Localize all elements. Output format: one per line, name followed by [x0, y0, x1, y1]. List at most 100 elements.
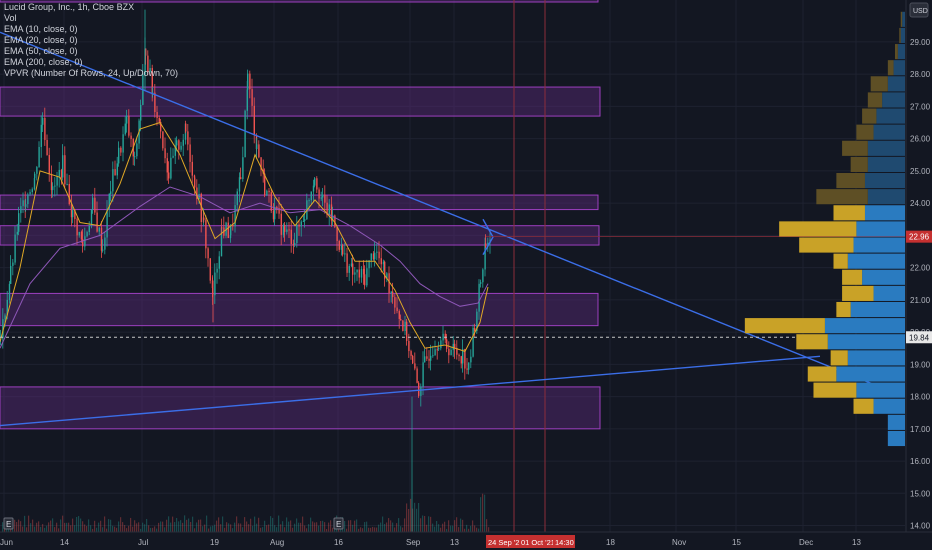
volume-bar — [54, 527, 56, 532]
candle-body — [221, 227, 223, 229]
candle-body — [48, 154, 50, 175]
candle-body — [189, 144, 191, 162]
candle-body — [27, 194, 29, 205]
volume-bar — [40, 526, 42, 532]
vp-row-up — [882, 92, 905, 108]
candle-body — [82, 239, 84, 247]
candle-body — [185, 123, 187, 132]
y-tick-label: 25.00 — [910, 167, 931, 176]
candle-body — [158, 118, 160, 122]
candle-body — [304, 219, 306, 221]
candle-body — [446, 339, 448, 349]
earnings-marker — [333, 517, 344, 530]
volume-bar — [482, 493, 484, 532]
candle-body — [126, 115, 128, 124]
volume-bar — [72, 518, 74, 532]
candle-body — [426, 356, 428, 359]
vp-row-up — [836, 366, 905, 382]
volume-bar — [478, 528, 480, 532]
volume-bar — [24, 515, 26, 532]
candle-body — [388, 273, 390, 294]
candle-body — [258, 144, 260, 158]
volume-bar — [272, 517, 274, 532]
volume-bar — [444, 521, 446, 532]
candle-body — [18, 213, 20, 232]
date-badge — [519, 535, 553, 548]
candle-body — [398, 311, 400, 319]
candle-body — [112, 169, 114, 192]
volume-bar — [90, 525, 92, 532]
x-tick-label: 19 — [210, 538, 219, 547]
candle-body — [460, 356, 462, 364]
volume-bar — [80, 518, 82, 532]
volume-bar — [200, 519, 202, 532]
volume-bar — [42, 524, 44, 532]
volume-bar — [358, 528, 360, 532]
candle-body — [205, 220, 207, 249]
candle-body — [164, 148, 166, 159]
volume-bar — [438, 524, 440, 532]
candle-body — [298, 224, 300, 227]
volume-bar — [144, 524, 146, 532]
vp-row-up — [827, 334, 905, 350]
volume-bar — [408, 508, 410, 532]
date-badge — [486, 535, 520, 548]
volume-bar — [370, 527, 372, 532]
candle-body — [232, 224, 234, 227]
volume-bar — [372, 526, 374, 532]
candle-body — [324, 194, 326, 203]
volume-bar — [30, 523, 32, 532]
volume-bar — [310, 517, 312, 532]
candle-body — [6, 299, 8, 316]
candle-body — [344, 253, 346, 255]
volume-bar — [208, 528, 210, 532]
date-badge-label: 01 Oct '21 — [521, 538, 555, 547]
candle-body — [234, 205, 236, 227]
volume-bar — [172, 516, 174, 532]
resistance-zone — [0, 194, 599, 211]
volume-bar — [164, 527, 166, 532]
volume-profile — [744, 11, 905, 447]
candle-body — [340, 245, 343, 250]
vp-row-down — [813, 382, 857, 398]
resistance-zone — [0, 292, 599, 327]
volume-bar — [270, 516, 272, 532]
candle-body — [52, 186, 54, 191]
candle-body — [238, 177, 241, 192]
candle-body — [130, 135, 132, 140]
candle-body — [10, 265, 12, 284]
volume-bar — [262, 527, 264, 532]
volume-bar — [122, 522, 124, 532]
volume-bar — [180, 520, 182, 532]
candle-body — [440, 340, 442, 349]
volume-bar — [450, 525, 452, 532]
volume-bar — [314, 522, 316, 532]
volume-bar — [432, 523, 434, 532]
volume-bar — [264, 520, 266, 532]
candle-body — [284, 224, 286, 232]
vp-row-up — [876, 108, 905, 124]
vp-row-down — [842, 285, 874, 301]
candle-body — [240, 177, 242, 179]
volume-bar — [290, 520, 292, 532]
candle-body — [436, 349, 438, 351]
volume-bar — [48, 522, 50, 532]
vp-row-up — [897, 44, 905, 60]
volume-bar — [384, 523, 386, 532]
candle-body — [412, 355, 414, 364]
volume-bar — [420, 518, 422, 532]
candle-body — [400, 318, 402, 321]
candle-body — [247, 73, 249, 90]
candle-body — [56, 176, 58, 186]
volume-bar — [14, 519, 16, 532]
volume-bar — [228, 523, 230, 532]
trendline — [0, 31, 881, 388]
volume-bar — [202, 526, 204, 532]
volume-bar — [20, 521, 22, 532]
candle-body — [450, 349, 452, 356]
volume-bar — [376, 527, 378, 532]
candle-body — [470, 356, 472, 363]
volume-bar — [446, 528, 448, 532]
